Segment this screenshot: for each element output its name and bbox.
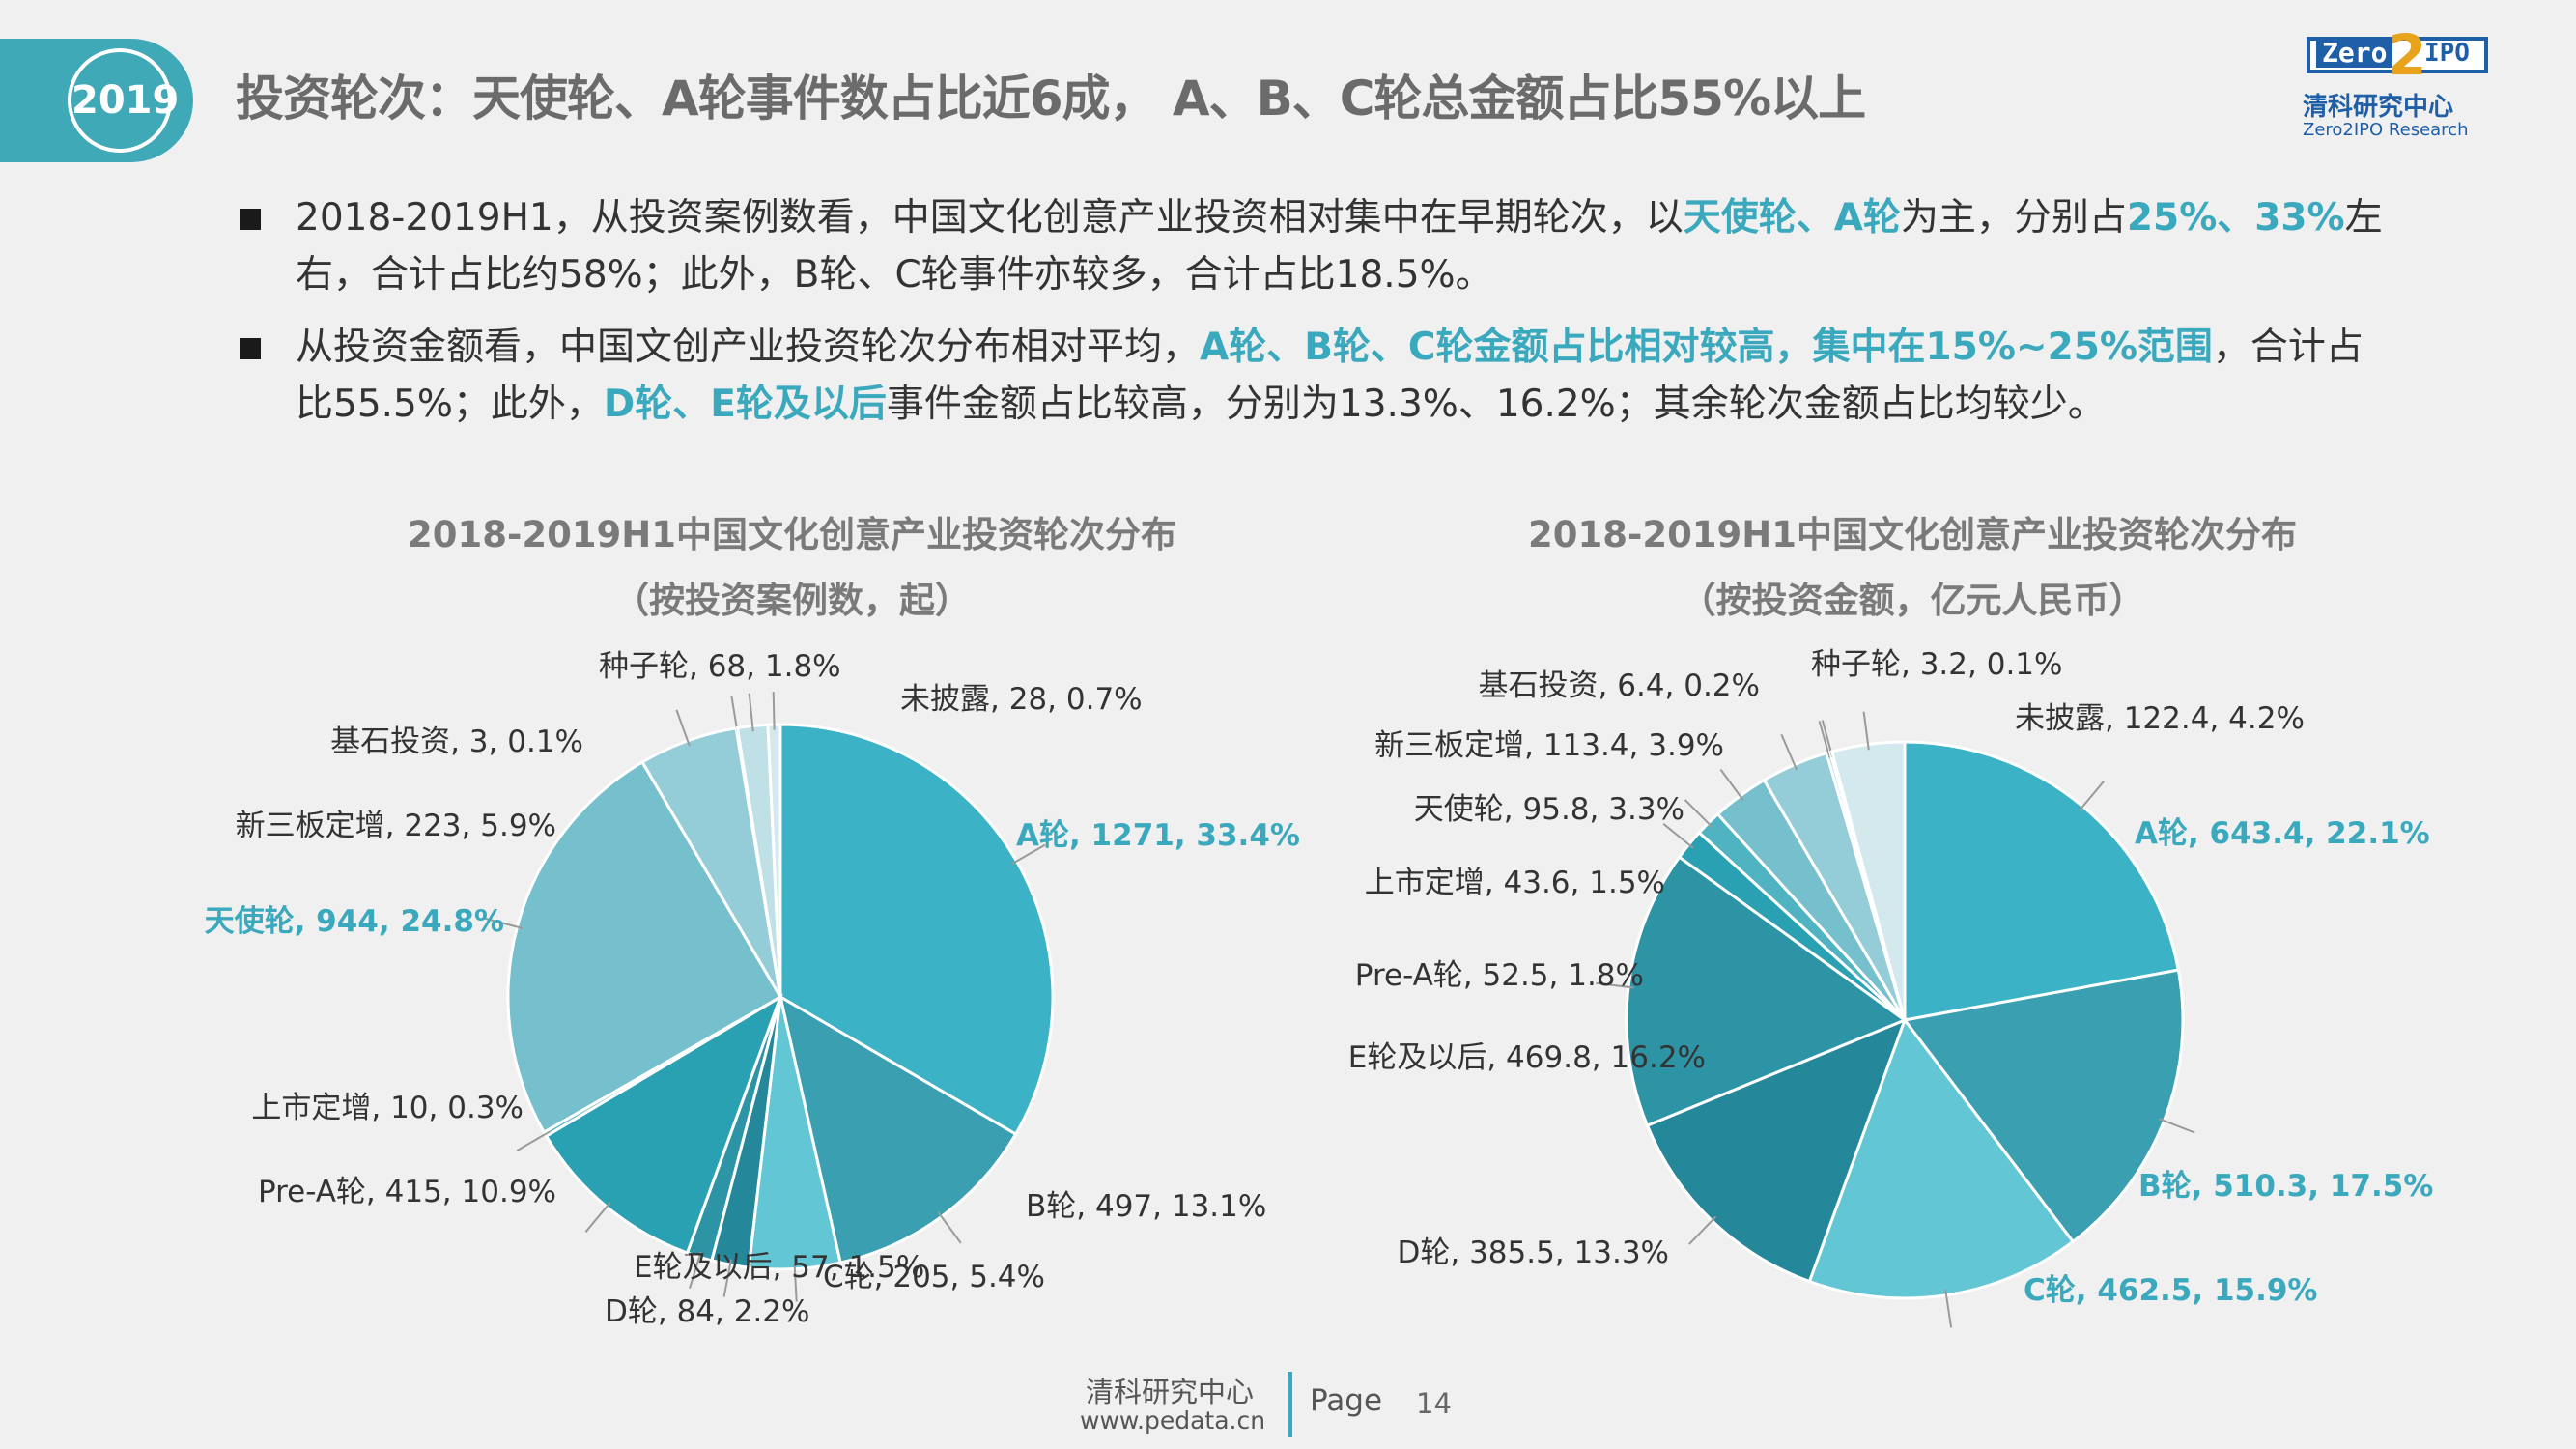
logo-english-name: Zero2IPO Research bbox=[2303, 120, 2469, 140]
bullet-text: 2018-2019H1，从投资案例数看，中国文化创意产业投资相对集中在早期轮次，… bbox=[296, 196, 1684, 240]
slice-label: 种子轮, 3.2, 0.1% bbox=[1811, 647, 2062, 682]
bullet-text: 为主，分别占 bbox=[1900, 196, 2127, 240]
slice-label: A轮, 643.4, 22.1% bbox=[2135, 816, 2430, 851]
bullet-highlight: D轮、E轮及以后 bbox=[603, 383, 887, 426]
pie-chart-case-count: A轮, 1271, 33.4% B轮, 497, 13.1% C轮, 205, 5.… bbox=[205, 649, 1300, 1329]
leader-line bbox=[748, 693, 754, 732]
leader-line bbox=[1719, 768, 1744, 802]
page-title: 投资轮次：天使轮、A轮事件数占比近6成， A、B、C轮总金额占比55%以上 bbox=[236, 71, 1866, 127]
leader-line bbox=[675, 709, 691, 747]
slice-label: E轮及以后, 57, 1.5% bbox=[634, 1250, 924, 1285]
leader-line bbox=[937, 1211, 962, 1244]
footer-org: 清科研究中心 bbox=[1086, 1376, 1255, 1408]
slice-label: 上市定增, 43.6, 1.5% bbox=[1365, 866, 1665, 900]
footer-page-number: 14 bbox=[1416, 1387, 1452, 1420]
bullet-case-count: 2018-2019H1，从投资案例数看，中国文化创意产业投资相对集中在早期轮次，… bbox=[236, 189, 2399, 303]
slice-label: E轮及以后, 469.8, 16.2% bbox=[1348, 1040, 1706, 1075]
summary-bullets: 2018-2019H1，从投资案例数看，中国文化创意产业投资相对集中在早期轮次，… bbox=[236, 189, 2399, 448]
slice-label: 基石投资, 6.4, 0.2% bbox=[1479, 668, 1760, 703]
leader-line bbox=[1662, 823, 1694, 849]
slice-label: Pre-A轮, 52.5, 1.8% bbox=[1355, 958, 1644, 993]
chart-left-title-block: 2018-2019H1中国文化创意产业投资轮次分布 （按投资案例数，起） bbox=[290, 502, 1294, 634]
bullet-amount: 从投资金额看，中国文创产业投资轮次分布相对平均，A轮、B轮、C轮金额占比相对较高… bbox=[236, 319, 2399, 433]
logo-zero: Zero bbox=[2316, 39, 2393, 68]
slice-label: 天使轮, 95.8, 3.3% bbox=[1414, 792, 1684, 827]
leader-line bbox=[516, 1130, 551, 1152]
bullet-text: ，合计占比55.5%；此外， bbox=[296, 326, 2364, 426]
bullet-highlight: 25%、33% bbox=[2126, 196, 2345, 240]
leader-line bbox=[689, 1251, 702, 1289]
footer-url[interactable]: www.pedata.cn bbox=[1080, 1406, 1266, 1435]
footer-page-label: Page bbox=[1310, 1383, 1383, 1418]
bullet-square-icon bbox=[240, 209, 261, 230]
slice-label: 未披露, 122.4, 4.2% bbox=[2015, 701, 2305, 736]
slice-label: C轮, 462.5, 15.9% bbox=[2024, 1273, 2318, 1308]
leader-line bbox=[1944, 1289, 1953, 1328]
slice-label: D轮, 385.5, 13.3% bbox=[1397, 1236, 1669, 1270]
chart-right-title-block: 2018-2019H1中国文化创意产业投资轮次分布 （按投资金额，亿元人民币） bbox=[1410, 502, 2415, 634]
chart-right-title: 2018-2019H1中国文化创意产业投资轮次分布 bbox=[1527, 514, 2298, 555]
leader-line bbox=[772, 692, 776, 730]
slice-label: 新三板定增, 223, 5.9% bbox=[236, 809, 556, 843]
year-badge: 2019 bbox=[68, 48, 179, 153]
slice-label: 未披露, 28, 0.7% bbox=[900, 682, 1143, 717]
leader-line bbox=[2078, 781, 2105, 811]
slice-label: C轮, 205, 5.4% bbox=[823, 1260, 1045, 1294]
bullet-text: 事件金额占比较高，分别为13.3%、16.2%；其余轮次金额占比均较少。 bbox=[886, 383, 2106, 426]
slice-label: Pre-A轮, 415, 10.9% bbox=[258, 1175, 556, 1209]
leader-line bbox=[2158, 1118, 2195, 1134]
leader-line bbox=[1862, 711, 1870, 751]
slice-label: 种子轮, 68, 1.8% bbox=[599, 649, 841, 684]
chart-left-title: 2018-2019H1中国文化创意产业投资轮次分布 bbox=[407, 514, 1177, 555]
zero2ipo-logo: Zero 2 IPO 清科研究中心 Zero2IPO Research bbox=[2299, 27, 2492, 145]
slice-label: 上市定增, 10, 0.3% bbox=[251, 1091, 524, 1125]
bullet-highlight: A轮、B轮、C轮金额占比相对较高，集中在15%~25%范围 bbox=[1200, 326, 2213, 369]
logo-chinese-name: 清科研究中心 bbox=[2303, 93, 2454, 122]
slice-label: 天使轮, 944, 24.8% bbox=[205, 904, 504, 939]
leader-line bbox=[793, 1263, 798, 1302]
bullet-square-icon bbox=[240, 338, 261, 359]
leader-line bbox=[1011, 843, 1046, 866]
slice-label: A轮, 1271, 33.4% bbox=[1016, 818, 1300, 853]
leader-line bbox=[1684, 799, 1713, 828]
slice-label: 新三板定增, 113.4, 3.9% bbox=[1374, 728, 1724, 763]
bullet-text: 从投资金额看，中国文创产业投资轮次分布相对平均， bbox=[296, 326, 1201, 369]
chart-left-subtitle: （按投资案例数，起） bbox=[613, 580, 971, 621]
bullet-text: 左右，合计占比约58%；此外，B轮、C轮事件亦较多，合计占比18.5%。 bbox=[296, 196, 2383, 297]
leader-line bbox=[1780, 734, 1798, 771]
slice-label: B轮, 497, 13.1% bbox=[1026, 1189, 1266, 1224]
leader-line bbox=[1818, 721, 1831, 758]
logo-ipo: IPO bbox=[2424, 39, 2470, 68]
leader-line bbox=[722, 1259, 732, 1297]
leader-line bbox=[1688, 1215, 1717, 1245]
pie-chart-amount: A轮, 643.4, 22.1% B轮, 510.3, 17.5% C轮, 462.… bbox=[1348, 647, 2433, 1328]
logo-two: 2 bbox=[2388, 22, 2427, 88]
slice-label: D轮, 84, 2.2% bbox=[605, 1294, 810, 1329]
leader-line bbox=[485, 917, 524, 929]
chart-right-subtitle: （按投资金额，亿元人民币） bbox=[1680, 580, 2145, 621]
slice-label: 基石投资, 3, 0.1% bbox=[330, 724, 583, 759]
footer-divider bbox=[1288, 1372, 1292, 1437]
bullet-highlight: 天使轮、A轮 bbox=[1683, 196, 1901, 240]
slice-label: B轮, 510.3, 17.5% bbox=[2138, 1169, 2433, 1204]
leader-line bbox=[1596, 981, 1634, 989]
leader-line bbox=[584, 1202, 611, 1233]
